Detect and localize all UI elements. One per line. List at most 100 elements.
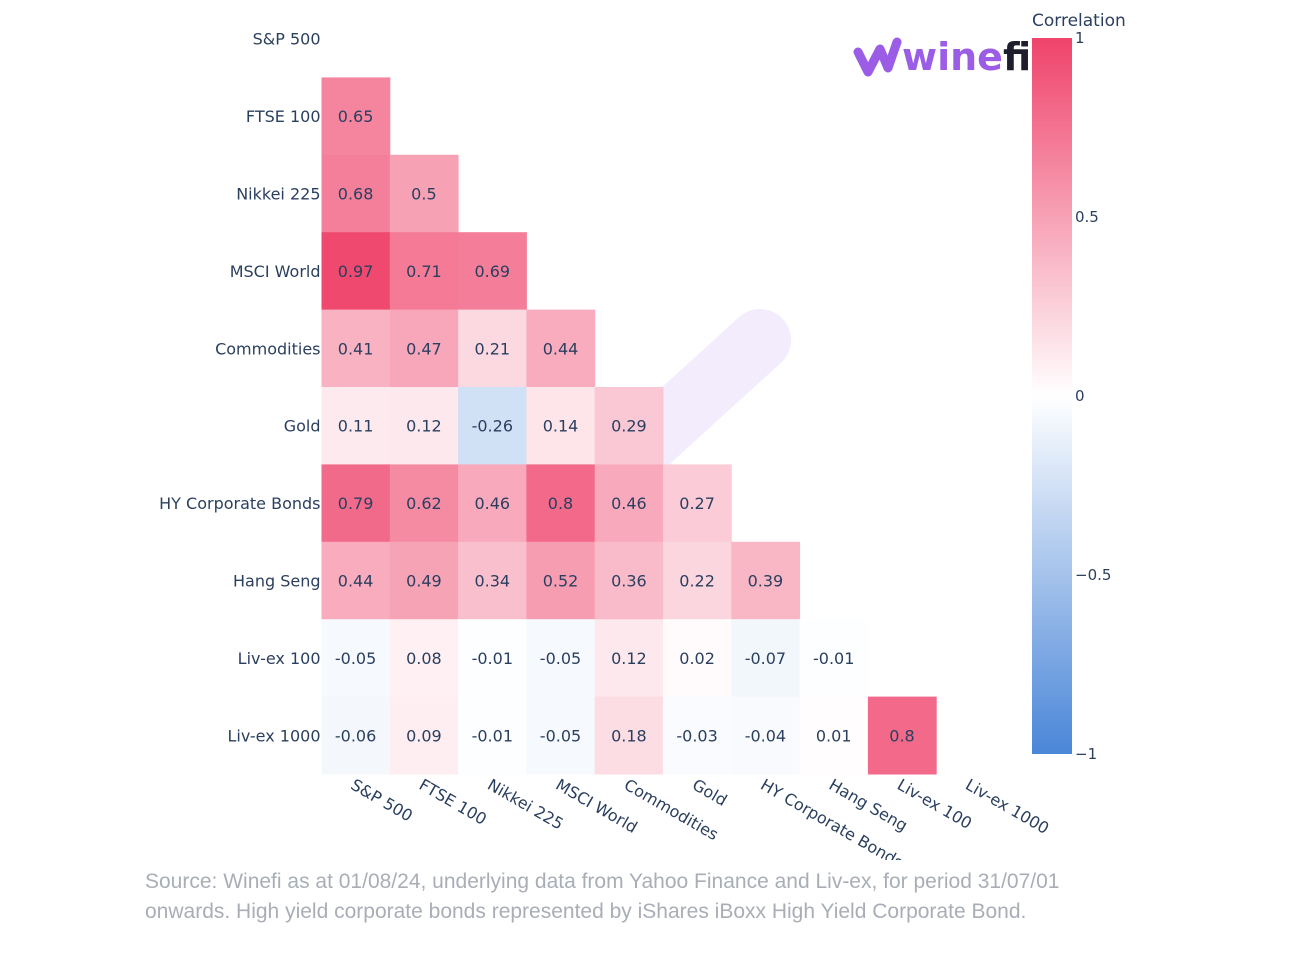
- y-tick-label: FTSE 100: [246, 107, 321, 126]
- y-tick-label: Gold: [284, 417, 321, 436]
- logo-text-wine: wine: [902, 35, 1003, 79]
- heatmap-cell: [321, 387, 391, 465]
- heatmap-cell-value: 0.01: [816, 726, 852, 745]
- heatmap-cell: [389, 541, 459, 620]
- heatmap-cell-value: 0.29: [611, 417, 647, 436]
- heatmap-cell-value: -0.03: [676, 726, 717, 745]
- heatmap-cell: [594, 464, 664, 543]
- heatmap-cell: [663, 619, 732, 698]
- y-axis-labels: S&P 500 FTSE 100 Nikkei 225 MSCI World Commo…: [159, 30, 320, 746]
- heatmap-cell-value: -0.26: [472, 417, 513, 436]
- heatmap-cell: [321, 154, 391, 233]
- heatmap-cell-value: 0.02: [679, 649, 715, 668]
- heatmap-cell: [389, 232, 459, 311]
- heatmap-cell: [321, 309, 391, 388]
- x-tick-label: FTSE 100: [416, 775, 490, 829]
- heatmap-cell: [389, 619, 459, 698]
- heatmap-cell: [389, 387, 459, 465]
- colorbar-gradient: [1032, 38, 1072, 754]
- heatmap-cell-value: 0.79: [338, 494, 374, 513]
- y-tick-label: Liv-ex 1000: [227, 726, 320, 745]
- heatmap-cell-value: 0.27: [679, 494, 715, 513]
- heatmap-cell: [389, 154, 459, 233]
- heatmap-cell-value: 0.08: [406, 649, 442, 668]
- heatmap-cell-value: -0.04: [745, 726, 786, 745]
- heatmap-cell: [526, 464, 596, 543]
- heatmap-cell: [458, 464, 527, 543]
- y-tick-label: HY Corporate Bonds: [159, 494, 320, 513]
- heatmap-cell-value: 0.5: [411, 185, 436, 204]
- heatmap-cell-value: -0.01: [472, 649, 513, 668]
- x-tick-label: S&P 500: [348, 775, 416, 825]
- colorbar-tick-label: −0.5: [1075, 566, 1111, 584]
- heatmap-cell-value: -0.05: [540, 726, 581, 745]
- heatmap-cell-value: 0.69: [474, 262, 510, 281]
- heatmap-cell-value: 0.49: [406, 572, 442, 591]
- heatmap-cell: [321, 619, 391, 698]
- heatmap-cell: [458, 232, 527, 311]
- logo-text-fi: fi: [1003, 35, 1031, 79]
- heatmap-cell: [526, 387, 596, 465]
- colorbar-title: Correlation: [1032, 11, 1126, 31]
- heatmap-cell-value: 0.09: [406, 726, 442, 745]
- heatmap-cell-value: -0.05: [540, 649, 581, 668]
- heatmap-cell-value: 0.44: [543, 339, 579, 358]
- heatmap-cells: 0.65 0.68 0.5 0.97 0.71 0.69 0.41 0.47 0.21 0.44 0…: [321, 77, 937, 775]
- winefi-w-icon: [853, 37, 902, 77]
- heatmap-cell-value: 0.12: [611, 649, 647, 668]
- heatmap-cell: [526, 619, 596, 698]
- y-tick-label: Liv-ex 100: [238, 649, 321, 668]
- y-tick-label: MSCI World: [230, 262, 321, 281]
- heatmap-cell: [594, 387, 664, 465]
- source-note-line-1: Source: Winefi as at 01/08/24, underlyin…: [145, 870, 1060, 893]
- y-tick-label: Nikkei 225: [236, 185, 320, 204]
- heatmap-cell: [663, 541, 732, 620]
- heatmap-cell-value: 0.41: [338, 339, 374, 358]
- heatmap-cell-value: -0.05: [335, 649, 376, 668]
- heatmap-cell-value: 0.39: [748, 572, 784, 591]
- heatmap-cell: [389, 464, 459, 543]
- heatmap-cell-value: -0.01: [472, 726, 513, 745]
- heatmap-cell-value: 0.14: [543, 417, 579, 436]
- colorbar-ticks: 1 0.5 0 −0.5 −1: [1075, 29, 1111, 763]
- colorbar-tick-label: −1: [1075, 745, 1097, 763]
- colorbar-tick-label: 1: [1075, 29, 1085, 47]
- source-note-line-2: onwards. High yield corporate bonds repr…: [145, 900, 1027, 923]
- heatmap-cell: [321, 232, 391, 311]
- heatmap-cell-value: 0.62: [406, 494, 442, 513]
- heatmap-cell: [731, 541, 801, 620]
- heatmap-cell-value: 0.11: [338, 417, 374, 436]
- svg-text:winefi: winefi: [902, 35, 1031, 79]
- heatmap-cell-value: 0.44: [338, 572, 374, 591]
- heatmap-cell-value: 0.18: [611, 726, 647, 745]
- heatmap-cell: [799, 696, 869, 775]
- heatmap-cell: [458, 387, 527, 465]
- x-tick-label: Gold: [689, 775, 730, 810]
- colorbar: Correlation 1 0.5 0 −0.5 −1: [1032, 11, 1126, 763]
- heatmap-cell: [799, 619, 869, 698]
- heatmap-cell-value: 0.47: [406, 339, 442, 358]
- heatmap-cell-value: -0.06: [335, 726, 376, 745]
- heatmap-cell: [321, 464, 391, 543]
- source-note: Source: Winefi as at 01/08/24, underlyin…: [145, 867, 1145, 927]
- heatmap-cell: [526, 541, 596, 620]
- heatmap-cell: [526, 696, 596, 775]
- heatmap-cell-value: 0.65: [338, 107, 374, 126]
- heatmap-cell-value: 0.8: [548, 494, 573, 513]
- heatmap-cell: [458, 541, 527, 620]
- heatmap-cell: [321, 541, 391, 620]
- heatmap-cell: [594, 696, 664, 775]
- heatmap-cell-value: 0.36: [611, 572, 647, 591]
- heatmap-cell-value: -0.07: [745, 649, 786, 668]
- heatmap-cell-value: 0.46: [474, 494, 510, 513]
- heatmap-cell-value: 0.52: [543, 572, 579, 591]
- heatmap-cell-value: 0.97: [338, 262, 374, 281]
- colorbar-tick-label: 0.5: [1075, 208, 1099, 226]
- y-tick-label: Commodities: [215, 339, 320, 358]
- colorbar-tick-label: 0: [1075, 387, 1085, 405]
- heatmap-cell-value: 0.34: [474, 572, 510, 591]
- heatmap-cell: [458, 696, 527, 775]
- winefi-logo: winefi: [853, 35, 1031, 79]
- heatmap-cell-value: 0.68: [338, 185, 374, 204]
- heatmap-cell: [458, 309, 527, 388]
